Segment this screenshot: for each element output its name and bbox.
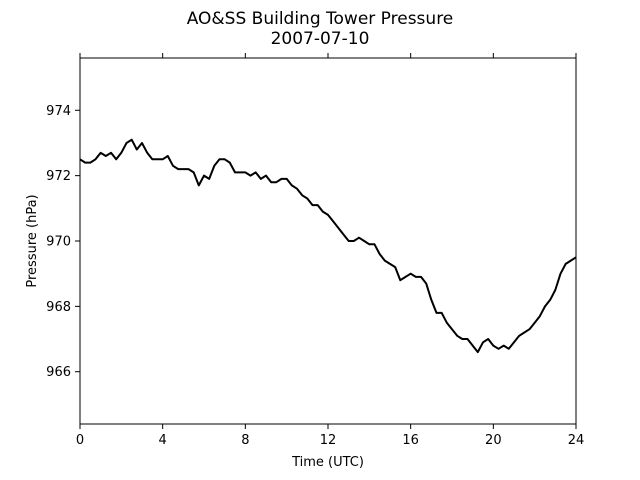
- x-tick-label: 20: [485, 433, 502, 448]
- x-axis-label: Time (UTC): [291, 455, 364, 470]
- pressure-series-line: [79, 138, 577, 354]
- y-axis-ticks: 966 968 970 972 974: [46, 104, 80, 380]
- y-tick-label: 966: [46, 365, 71, 380]
- y-tick-label: 970: [46, 235, 71, 250]
- x-tick-label: 4: [159, 433, 167, 448]
- y-tick-label: 968: [46, 300, 71, 315]
- y-tick-label: 974: [46, 104, 71, 119]
- y-axis-label: Pressure (hPa): [25, 194, 40, 287]
- x-tick-label: 24: [568, 433, 585, 448]
- plot-area: 0 4 8 12 16 20 24 966 968 970 972 974: [46, 53, 584, 448]
- plot-frame: [79, 57, 577, 425]
- y-tick-label: 972: [46, 169, 71, 184]
- chart-title: AO&SS Building Tower Pressure: [187, 9, 454, 29]
- plot-background: [80, 58, 576, 424]
- x-tick-label: 0: [76, 433, 84, 448]
- chart-subtitle: 2007-07-10: [271, 29, 370, 49]
- x-tick-label: 8: [241, 433, 249, 448]
- x-tick-label: 12: [320, 433, 337, 448]
- x-axis-ticks: 0 4 8 12 16 20 24: [76, 53, 584, 448]
- x-tick-label: 16: [402, 433, 419, 448]
